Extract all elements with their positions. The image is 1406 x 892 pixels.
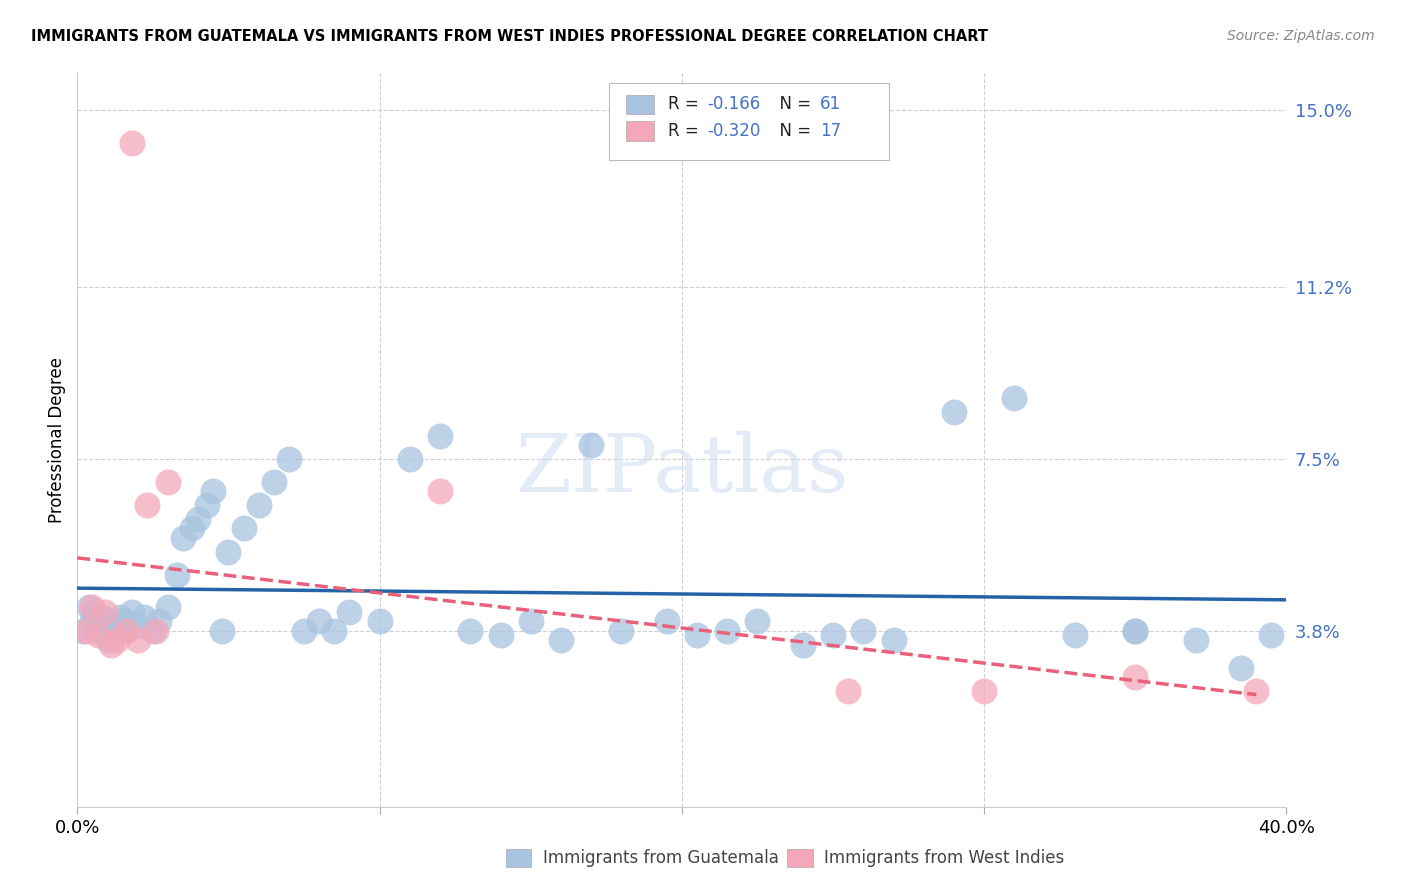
Text: -0.166: -0.166 bbox=[707, 95, 761, 113]
Point bbox=[655, 615, 678, 629]
Point bbox=[489, 628, 512, 642]
Text: Immigrants from West Indies: Immigrants from West Indies bbox=[824, 849, 1064, 867]
Point bbox=[399, 451, 422, 466]
Point bbox=[82, 600, 104, 615]
Point bbox=[145, 624, 167, 638]
Point bbox=[550, 632, 572, 647]
Point bbox=[821, 628, 844, 642]
Point bbox=[93, 615, 115, 629]
Point bbox=[458, 624, 481, 638]
Point bbox=[323, 624, 346, 638]
Point bbox=[114, 624, 136, 638]
Point bbox=[973, 684, 995, 698]
Point bbox=[157, 600, 180, 615]
Point bbox=[211, 624, 233, 638]
Point bbox=[1123, 670, 1146, 684]
Point bbox=[368, 615, 391, 629]
Text: R =: R = bbox=[668, 95, 704, 113]
Point bbox=[837, 684, 859, 698]
Point bbox=[292, 624, 315, 638]
Point bbox=[429, 428, 451, 442]
Point bbox=[100, 638, 122, 652]
Point bbox=[610, 624, 633, 638]
Point bbox=[90, 609, 112, 624]
Point bbox=[520, 615, 543, 629]
Point bbox=[87, 624, 110, 638]
Point bbox=[166, 568, 188, 582]
Point bbox=[202, 484, 225, 499]
Point bbox=[308, 615, 330, 629]
Point bbox=[121, 605, 143, 619]
Point bbox=[105, 615, 128, 629]
Point bbox=[1246, 684, 1268, 698]
Point bbox=[103, 628, 125, 642]
Point bbox=[100, 619, 122, 633]
Point bbox=[142, 624, 165, 638]
Text: Immigrants from Guatemala: Immigrants from Guatemala bbox=[543, 849, 779, 867]
Point bbox=[79, 600, 101, 615]
Text: 61: 61 bbox=[820, 95, 841, 113]
Point bbox=[75, 624, 97, 638]
Point bbox=[747, 615, 769, 629]
Point bbox=[581, 438, 603, 452]
Point bbox=[181, 521, 204, 535]
Text: R =: R = bbox=[668, 122, 704, 140]
Point bbox=[135, 498, 157, 512]
Point bbox=[132, 609, 155, 624]
Text: -0.320: -0.320 bbox=[707, 122, 761, 140]
Point bbox=[247, 498, 270, 512]
Text: N =: N = bbox=[769, 95, 817, 113]
Point bbox=[1123, 624, 1146, 638]
Point bbox=[716, 624, 738, 638]
Text: ZIPatlas: ZIPatlas bbox=[515, 431, 849, 508]
Point bbox=[792, 638, 814, 652]
Text: N =: N = bbox=[769, 122, 817, 140]
Text: 17: 17 bbox=[820, 122, 841, 140]
Y-axis label: Professional Degree: Professional Degree bbox=[48, 357, 66, 524]
Point bbox=[84, 605, 107, 619]
Point bbox=[337, 605, 360, 619]
Text: Source: ZipAtlas.com: Source: ZipAtlas.com bbox=[1227, 29, 1375, 43]
Point bbox=[148, 615, 170, 629]
Point bbox=[82, 615, 104, 629]
Point bbox=[883, 632, 905, 647]
Point bbox=[852, 624, 875, 638]
Point bbox=[157, 475, 180, 489]
Point bbox=[1184, 632, 1206, 647]
Point bbox=[218, 545, 240, 559]
Point bbox=[87, 628, 110, 642]
Point bbox=[1004, 392, 1026, 406]
Point bbox=[127, 619, 149, 633]
Point bbox=[1230, 661, 1253, 675]
Point bbox=[172, 531, 194, 545]
Point bbox=[111, 624, 134, 638]
Point bbox=[108, 609, 131, 624]
Point bbox=[263, 475, 285, 489]
Point bbox=[942, 405, 965, 419]
Point bbox=[187, 512, 209, 526]
Point bbox=[429, 484, 451, 499]
Point bbox=[72, 624, 94, 638]
Point bbox=[232, 521, 254, 535]
Point bbox=[121, 136, 143, 150]
Point bbox=[96, 632, 118, 647]
Point bbox=[278, 451, 301, 466]
Point bbox=[1260, 628, 1282, 642]
Point bbox=[1123, 624, 1146, 638]
Point bbox=[127, 632, 149, 647]
Point bbox=[105, 632, 128, 647]
Point bbox=[93, 605, 115, 619]
Point bbox=[114, 615, 136, 629]
Point bbox=[1064, 628, 1087, 642]
Point bbox=[686, 628, 709, 642]
Text: IMMIGRANTS FROM GUATEMALA VS IMMIGRANTS FROM WEST INDIES PROFESSIONAL DEGREE COR: IMMIGRANTS FROM GUATEMALA VS IMMIGRANTS … bbox=[31, 29, 988, 44]
Point bbox=[195, 498, 218, 512]
